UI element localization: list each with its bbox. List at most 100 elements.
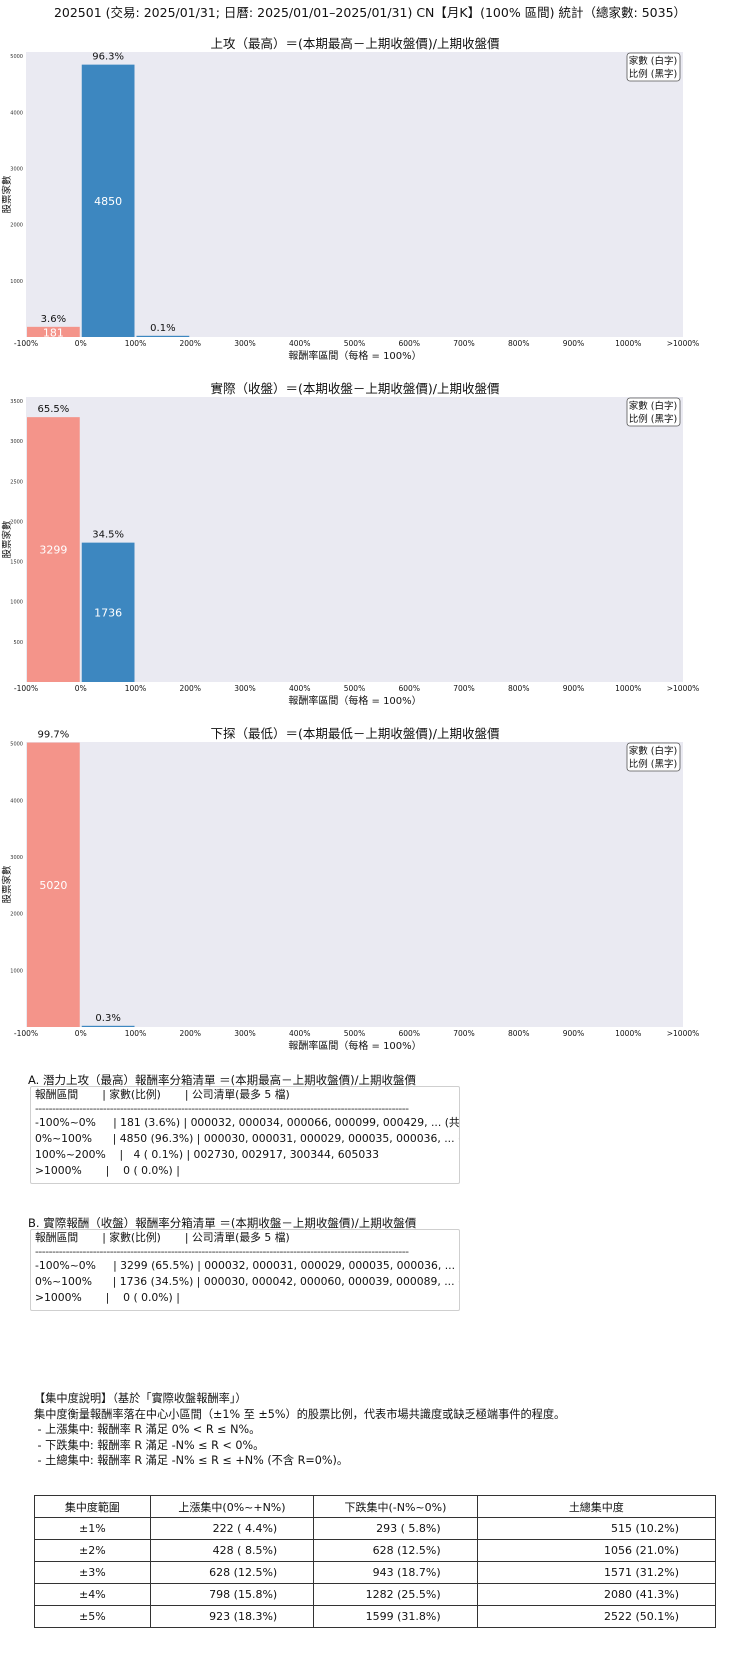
concentration-note-heading: 【集中度說明】（基於「實際收盤報酬率」） — [34, 1392, 247, 1405]
x-tick-label: 1000% — [615, 1029, 641, 1038]
concentration-note-item: - 上漲集中: 報酬率 R 滿足 0% < R ≤ N%。 — [34, 1423, 261, 1436]
bar-count-label: 181 — [43, 327, 64, 340]
list-a-row: >1000% | 0 ( 0.0%) | — [35, 1164, 180, 1177]
x-tick-label: 100% — [125, 1029, 146, 1038]
bar — [136, 335, 190, 337]
x-tick-label: 400% — [289, 339, 310, 348]
x-tick-label: 900% — [563, 1029, 584, 1038]
legend-line-ratio: 比例 (黑字) — [629, 758, 677, 770]
bar-pct-label: 34.5% — [92, 530, 124, 541]
chart-upside: 上攻（最高）＝(本期最高－上期收盤價)/上期收盤價 1000 2000 3000 400… — [1, 36, 700, 362]
bar-pct-label: 0.1% — [150, 323, 175, 334]
x-tick-label: 0% — [75, 684, 87, 693]
x-tick-label: 200% — [180, 684, 201, 693]
table-row: ±4% 798 (15.8%) 1282 (25.5%) 2080 (41.3%… — [34, 1583, 717, 1606]
table-cell: 628 (12.5%) — [313, 1539, 478, 1562]
list-b-row: >1000% | 0 ( 0.0%) | — [35, 1291, 180, 1304]
concentration-note-desc: 集中度衡量報酬率落在中心小區間（±1% 至 ±5%）的股票比例，代表市場共識度或… — [34, 1407, 566, 1421]
x-tick-label: >1000% — [667, 684, 700, 693]
x-tick-label: 600% — [399, 339, 420, 348]
plot-area — [26, 397, 683, 682]
x-tick-label: -100% — [14, 339, 38, 348]
bar-pct-label: 99.7% — [37, 730, 69, 741]
x-tick-label: >1000% — [667, 339, 700, 348]
legend-line-ratio: 比例 (黑字) — [629, 68, 677, 80]
y-axis-label: 股票家數 — [1, 520, 13, 559]
y-tick-label: 3500 — [10, 399, 23, 405]
table-header-cell: 土總集中度 — [476, 1495, 717, 1518]
y-tick-label: 1000 — [10, 968, 23, 974]
y-tick-label: 5000 — [10, 54, 23, 60]
x-tick-label: 700% — [453, 339, 474, 348]
chart-downside: 下探（最低）＝(本期最低－上期收盤價)/上期收盤價 1000 2000 3000 400… — [1, 726, 699, 1052]
chart-title: 下探（最低）＝(本期最低－上期收盤價)/上期收盤價 — [211, 726, 500, 741]
table-cell: 1571 (31.2%) — [476, 1561, 717, 1584]
bar-count-label: 4850 — [94, 195, 122, 208]
concentration-table: 集中度範圍 上漲集中(0%~+N%) 下跌集中(-N%~0%) 土總集中度 ±1… — [34, 1495, 717, 1628]
x-tick-label: 900% — [563, 339, 584, 348]
page-title: 202501 (交易: 2025/01/31; 日曆: 2025/01/01–2… — [53, 5, 687, 20]
bar — [27, 742, 80, 1027]
x-tick-label: 1000% — [615, 684, 641, 693]
table-cell: ±3% — [34, 1561, 151, 1584]
table-cell: 2522 (50.1%) — [476, 1605, 717, 1628]
concentration-note: 【集中度說明】（基於「實際收盤報酬率」） 集中度衡量報酬率落在中心小區間（±1%… — [34, 1391, 565, 1469]
y-tick-label: 2000 — [10, 519, 23, 525]
chart-title: 上攻（最高）＝(本期最高－上期收盤價)/上期收盤價 — [211, 36, 500, 51]
x-tick-label: 700% — [453, 1029, 474, 1038]
table-header-cell: 上漲集中(0%~+N%) — [149, 1495, 315, 1518]
legend-line-count: 家數 (白字) — [629, 400, 677, 412]
x-tick-label: 900% — [563, 684, 584, 693]
y-tick-label: 4000 — [10, 798, 23, 804]
chart-close: 實際（收盤）＝(本期收盤－上期收盤價)/上期收盤價 500 1000 1500 2000… — [1, 381, 700, 707]
y-tick-label: 5000 — [10, 742, 23, 748]
concentration-note-item: - 土總集中: 報酬率 R 滿足 -N% ≤ R ≤ +N% (不含 R=0%)… — [34, 1454, 349, 1467]
x-tick-label: 200% — [180, 339, 201, 348]
legend-box — [626, 742, 681, 772]
x-tick-label: 500% — [344, 684, 365, 693]
y-tick-label: 3000 — [10, 167, 23, 173]
table-cell: ±4% — [34, 1583, 151, 1606]
list-a-box: 報酬區間 | 家數(比例) | 公司清單(最多 5 檔) -----------… — [30, 1086, 460, 1184]
y-tick-label: 3000 — [10, 439, 23, 445]
table-cell: 222 ( 4.4%) — [149, 1517, 315, 1540]
table-cell: 798 (15.8%) — [149, 1583, 315, 1606]
table-row: ±2% 428 ( 8.5%) 628 (12.5%) 1056 (21.0%) — [34, 1539, 717, 1562]
bar-count-label: 3299 — [39, 544, 67, 557]
table-cell: ±5% — [34, 1605, 151, 1628]
table-row: ±5% 923 (18.3%) 1599 (31.8%) 2522 (50.1%… — [34, 1605, 717, 1628]
table-cell: 943 (18.7%) — [313, 1561, 478, 1584]
bar — [27, 417, 80, 682]
list-a-heading: A. 潛力上攻（最高）報酬率分箱清單 ＝(本期最高－上期收盤價)/上期收盤價 — [28, 1073, 416, 1087]
legend-line-count: 家數 (白字) — [629, 745, 677, 757]
bar-count-label: 5020 — [39, 879, 67, 892]
y-tick-label: 1500 — [10, 560, 23, 566]
x-tick-label: 700% — [453, 684, 474, 693]
x-tick-label: 500% — [344, 339, 365, 348]
x-tick-label: 100% — [125, 339, 146, 348]
bar-pct-label: 3.6% — [41, 314, 66, 325]
x-tick-label: 600% — [399, 684, 420, 693]
list-a-divider: ----------------------------------------… — [35, 1103, 409, 1115]
x-axis-label: 報酬率區間（每格 = 100%） — [288, 349, 421, 362]
list-a-header: 報酬區間 | 家數(比例) | 公司清單(最多 5 檔) — [35, 1088, 290, 1101]
list-b-header: 報酬區間 | 家數(比例) | 公司清單(最多 5 檔) — [35, 1231, 290, 1244]
y-axis-label: 股票家數 — [1, 175, 13, 214]
table-cell: 1282 (25.5%) — [313, 1583, 478, 1606]
bar — [81, 542, 135, 682]
y-tick-label: 500 — [13, 640, 23, 646]
x-tick-label: 300% — [234, 684, 255, 693]
plot-area — [26, 52, 683, 337]
legend-box — [626, 52, 681, 82]
table-cell: 2080 (41.3%) — [476, 1583, 717, 1606]
x-tick-label: 1000% — [615, 339, 641, 348]
x-tick-label: 800% — [508, 339, 529, 348]
x-tick-label: 200% — [180, 1029, 201, 1038]
x-tick-label: 400% — [289, 1029, 310, 1038]
x-tick-label: -100% — [14, 684, 38, 693]
plot-area — [26, 742, 683, 1027]
list-b-box: 報酬區間 | 家數(比例) | 公司清單(最多 5 檔) -----------… — [30, 1229, 460, 1311]
y-axis-label: 股票家數 — [1, 865, 13, 904]
y-tick-label: 2000 — [10, 912, 23, 918]
bar-pct-label: 96.3% — [92, 52, 124, 63]
